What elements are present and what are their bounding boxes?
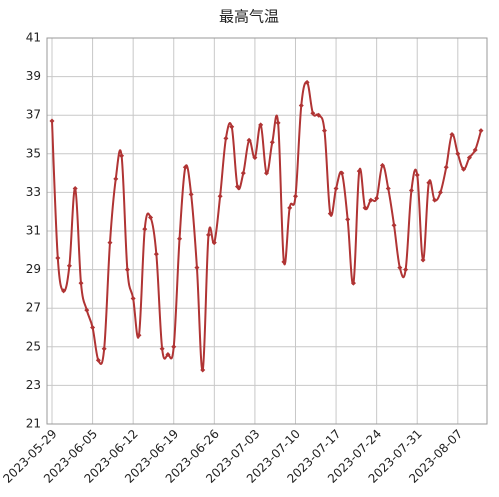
marker bbox=[316, 112, 322, 118]
marker bbox=[437, 189, 443, 195]
marker bbox=[321, 128, 327, 134]
marker bbox=[188, 191, 194, 197]
marker bbox=[327, 211, 333, 217]
marker bbox=[292, 193, 298, 199]
marker bbox=[200, 367, 206, 373]
marker bbox=[211, 240, 217, 246]
y-tick-label: 39 bbox=[26, 69, 41, 83]
marker bbox=[206, 232, 212, 238]
marker bbox=[333, 186, 339, 192]
y-tick-label: 33 bbox=[26, 185, 41, 199]
y-tick-label: 23 bbox=[26, 378, 41, 392]
marker bbox=[55, 255, 61, 261]
marker bbox=[368, 197, 374, 203]
chart-title: 最高气温 bbox=[219, 8, 279, 26]
marker bbox=[403, 267, 409, 273]
marker bbox=[356, 168, 362, 174]
marker bbox=[153, 251, 159, 257]
marker bbox=[235, 184, 241, 190]
marker bbox=[258, 122, 264, 128]
marker bbox=[432, 197, 438, 203]
y-tick-label: 37 bbox=[26, 108, 41, 122]
marker bbox=[443, 164, 449, 170]
marker bbox=[426, 180, 432, 186]
marker bbox=[420, 257, 426, 263]
marker bbox=[478, 128, 484, 134]
marker bbox=[107, 240, 113, 246]
marker bbox=[171, 344, 177, 350]
marker bbox=[217, 193, 223, 199]
marker bbox=[304, 79, 310, 85]
marker bbox=[130, 296, 136, 302]
marker bbox=[165, 352, 171, 358]
marker bbox=[142, 226, 148, 232]
marker bbox=[298, 103, 304, 109]
marker bbox=[95, 357, 101, 363]
y-tick-label: 31 bbox=[26, 224, 41, 238]
marker bbox=[194, 265, 200, 271]
marker bbox=[223, 135, 229, 141]
marker bbox=[78, 280, 84, 286]
marker bbox=[275, 120, 281, 126]
y-tick-label: 25 bbox=[26, 339, 41, 353]
y-tick-label: 35 bbox=[26, 146, 41, 160]
marker bbox=[136, 332, 142, 338]
marker bbox=[466, 155, 472, 161]
marker bbox=[385, 186, 391, 192]
marker bbox=[350, 280, 356, 286]
marker bbox=[229, 124, 235, 130]
marker bbox=[177, 236, 183, 242]
marker bbox=[66, 263, 72, 269]
marker bbox=[287, 205, 293, 211]
marker bbox=[90, 325, 96, 330]
marker bbox=[84, 307, 90, 313]
marker bbox=[414, 172, 420, 178]
y-tick-label: 29 bbox=[26, 262, 41, 276]
marker bbox=[72, 186, 78, 192]
marker bbox=[345, 216, 351, 222]
y-tick-label: 21 bbox=[26, 417, 41, 431]
y-tick-label: 27 bbox=[26, 301, 41, 315]
marker bbox=[362, 205, 368, 211]
marker bbox=[408, 187, 414, 193]
marker bbox=[240, 170, 246, 176]
marker bbox=[61, 288, 67, 294]
marker bbox=[113, 176, 119, 182]
marker bbox=[472, 147, 478, 153]
marker bbox=[124, 267, 130, 273]
marker bbox=[264, 170, 269, 176]
marker bbox=[461, 166, 467, 172]
marker bbox=[339, 170, 345, 176]
marker bbox=[148, 214, 154, 220]
marker bbox=[374, 195, 380, 201]
marker bbox=[269, 139, 275, 145]
marker bbox=[310, 110, 316, 116]
marker bbox=[119, 153, 125, 159]
marker bbox=[379, 162, 385, 168]
marker bbox=[281, 259, 287, 265]
marker bbox=[49, 118, 55, 124]
marker bbox=[182, 164, 188, 170]
marker bbox=[159, 346, 165, 352]
marker bbox=[455, 151, 461, 157]
marker bbox=[101, 346, 107, 352]
plot-border bbox=[46, 37, 488, 425]
marker bbox=[391, 222, 397, 228]
marker bbox=[449, 132, 455, 137]
y-tick-label: 41 bbox=[26, 31, 41, 45]
marker bbox=[252, 155, 258, 161]
marker bbox=[397, 265, 403, 271]
marker bbox=[246, 137, 252, 143]
